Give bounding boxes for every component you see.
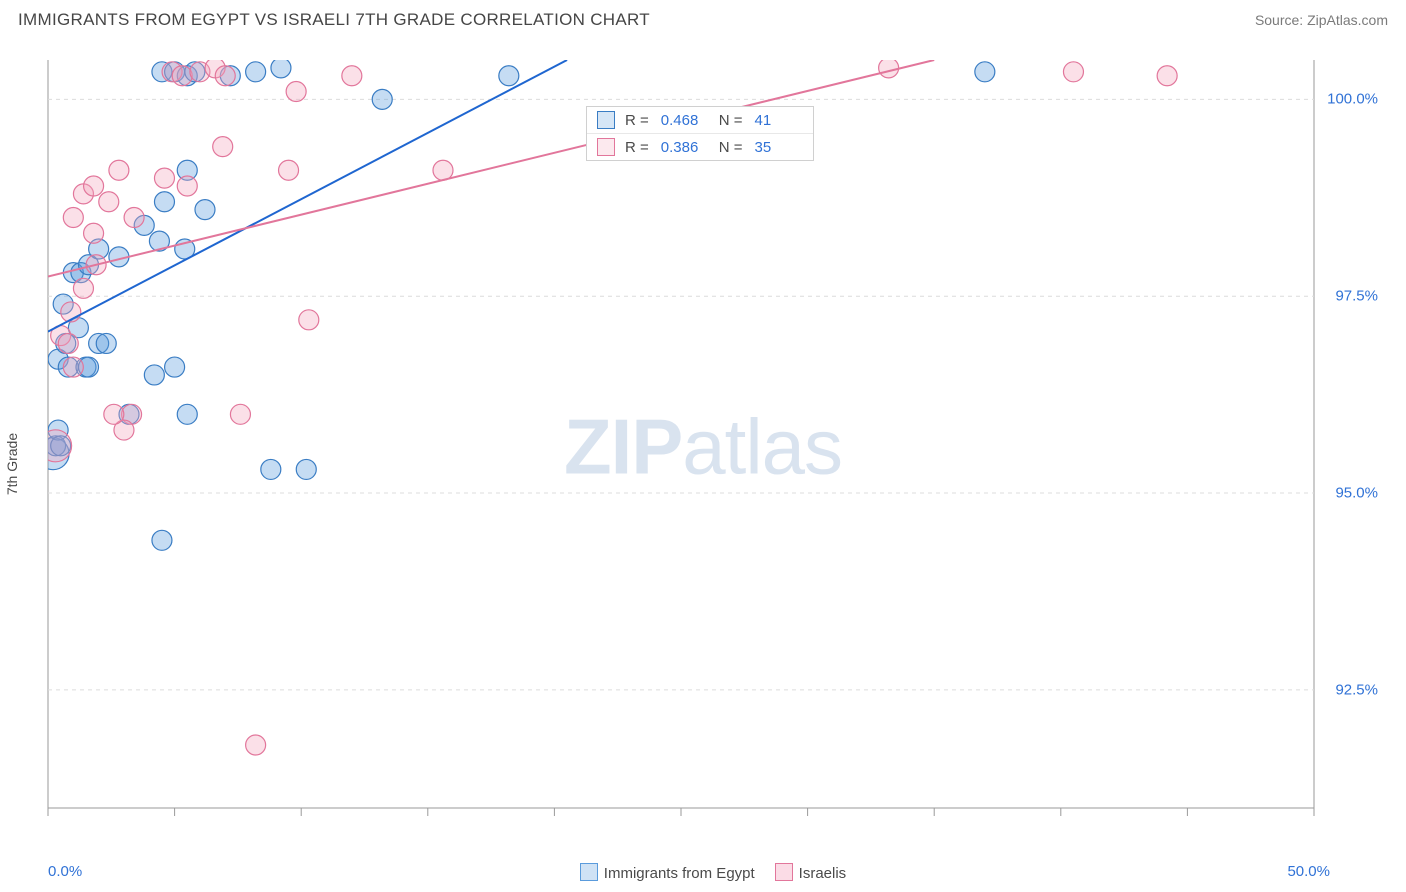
chart-title: IMMIGRANTS FROM EGYPT VS ISRAELI 7TH GRA… xyxy=(18,10,650,30)
stat-r-value: 0.468 xyxy=(661,112,709,129)
source-attribution: Source: ZipAtlas.com xyxy=(1255,12,1388,28)
y-tick-label: 92.5% xyxy=(1335,681,1378,698)
title-bar: IMMIGRANTS FROM EGYPT VS ISRAELI 7TH GRA… xyxy=(0,0,1406,36)
series-swatch-icon xyxy=(597,138,615,156)
legend-swatch-icon xyxy=(775,863,793,881)
stat-r-value: 0.386 xyxy=(661,139,709,156)
stat-n-value: 35 xyxy=(755,139,803,156)
legend-bottom: Immigrants from Egypt Israelis xyxy=(18,863,1388,882)
source-name: ZipAtlas.com xyxy=(1307,12,1388,28)
series-swatch-icon xyxy=(597,111,615,129)
stat-r-label: R = xyxy=(625,112,649,129)
y-tick-label: 97.5% xyxy=(1335,288,1378,305)
stat-r-label: R = xyxy=(625,139,649,156)
chart-area: 7th Grade ZIPatlas R =0.468N =41R =0.386… xyxy=(18,44,1388,884)
chart-container: IMMIGRANTS FROM EGYPT VS ISRAELI 7TH GRA… xyxy=(0,0,1406,892)
y-axis-label: 7th Grade xyxy=(4,433,20,495)
source-label: Source: xyxy=(1255,12,1303,28)
legend-label: Israelis xyxy=(799,865,847,882)
stat-n-label: N = xyxy=(719,112,743,129)
scatter-chart-svg xyxy=(18,44,1388,844)
stat-row: R = 0.468 N = 41 xyxy=(587,107,813,133)
correlation-stats-box: R = 0.468 N = 41 R = 0.386 N = 35 xyxy=(586,106,814,161)
stat-n-label: N = xyxy=(719,139,743,156)
legend-swatch-icon xyxy=(580,863,598,881)
stat-n-value: 41 xyxy=(755,112,803,129)
y-tick-label: 95.0% xyxy=(1335,485,1378,502)
legend-label: Immigrants from Egypt xyxy=(604,865,755,882)
y-tick-label: 100.0% xyxy=(1327,91,1378,108)
stat-row: R = 0.386 N = 35 xyxy=(587,133,813,160)
